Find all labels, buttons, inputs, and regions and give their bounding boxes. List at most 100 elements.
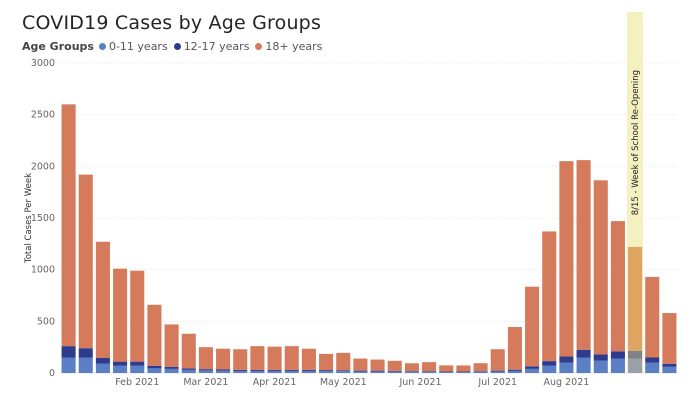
bar-18-plus[interactable] (542, 231, 557, 362)
bar-18-plus[interactable] (387, 360, 402, 371)
bar-0-11[interactable] (130, 365, 145, 373)
bar-12-17[interactable] (490, 370, 505, 372)
bar-0-11[interactable] (301, 370, 316, 373)
bar-12-17[interactable] (370, 370, 385, 372)
bar-0-11[interactable] (559, 362, 574, 373)
bar-12-17[interactable] (216, 369, 231, 371)
bar-12-17[interactable] (284, 369, 299, 371)
bar-12-17[interactable] (61, 346, 76, 358)
bar-0-11[interactable] (216, 370, 231, 373)
bar-12-17[interactable] (336, 370, 351, 372)
bar-18-plus[interactable] (559, 161, 574, 357)
bar-18-plus[interactable] (645, 276, 660, 358)
bar-0-11[interactable] (507, 370, 522, 373)
bar-12-17[interactable] (662, 363, 677, 367)
bar-0-11[interactable] (284, 370, 299, 373)
bar-12-17[interactable] (387, 370, 402, 372)
bar-12-17[interactable] (147, 365, 162, 369)
bar-12-17[interactable] (181, 368, 196, 370)
bar-0-11[interactable] (610, 358, 625, 373)
bar-0-11[interactable] (370, 371, 385, 373)
bar-18-plus[interactable] (250, 346, 265, 370)
bar-12-17[interactable] (267, 369, 282, 371)
bar-0-11[interactable] (95, 363, 110, 373)
bar-0-11[interactable] (147, 368, 162, 373)
bar-0-11[interactable] (387, 371, 402, 373)
bar-12-17[interactable] (507, 369, 522, 371)
bar-0-11[interactable] (198, 370, 213, 373)
bar-18-plus[interactable] (662, 313, 677, 364)
bar-0-11[interactable] (267, 370, 282, 373)
bar-0-11[interactable] (422, 371, 437, 373)
bar-12-17[interactable] (628, 350, 643, 359)
bar-0-11[interactable] (78, 357, 93, 374)
bar-12-17[interactable] (576, 349, 591, 358)
bar-18-plus[interactable] (284, 346, 299, 370)
bar-0-11[interactable] (113, 365, 128, 373)
bar-12-17[interactable] (473, 371, 488, 372)
legend-item-18-plus[interactable]: 18+ years (255, 40, 322, 53)
bar-12-17[interactable] (113, 361, 128, 366)
bar-0-11[interactable] (164, 368, 179, 373)
bar-0-11[interactable] (473, 371, 488, 373)
bar-18-plus[interactable] (113, 268, 128, 362)
bar-0-11[interactable] (542, 365, 557, 373)
bar-12-17[interactable] (78, 348, 93, 358)
legend-item-12-17[interactable]: 12-17 years (173, 40, 249, 53)
bar-18-plus[interactable] (336, 352, 351, 371)
bar-12-17[interactable] (198, 369, 213, 371)
bar-0-11[interactable] (181, 369, 196, 373)
bar-0-11[interactable] (576, 357, 591, 374)
bar-12-17[interactable] (593, 354, 608, 361)
bar-12-17[interactable] (542, 361, 557, 366)
bar-18-plus[interactable] (490, 349, 505, 371)
bar-0-11[interactable] (61, 357, 76, 374)
bar-18-plus[interactable] (198, 347, 213, 370)
bar-18-plus[interactable] (61, 104, 76, 347)
bar-12-17[interactable] (130, 361, 145, 366)
bar-0-11[interactable] (319, 371, 334, 373)
bar-0-11[interactable] (490, 371, 505, 373)
bar-18-plus[interactable] (130, 270, 145, 362)
bar-18-plus[interactable] (593, 180, 608, 355)
bar-18-plus[interactable] (507, 327, 522, 370)
bar-12-17[interactable] (301, 369, 316, 371)
bar-18-plus[interactable] (267, 346, 282, 370)
bar-12-17[interactable] (439, 371, 454, 372)
bar-18-plus[interactable] (147, 304, 162, 366)
bar-0-11[interactable] (336, 371, 351, 373)
bar-18-plus[interactable] (233, 349, 248, 370)
bar-18-plus[interactable] (216, 348, 231, 370)
bar-0-11[interactable] (525, 368, 540, 373)
bar-12-17[interactable] (559, 356, 574, 363)
bar-12-17[interactable] (525, 366, 540, 369)
bar-18-plus[interactable] (576, 160, 591, 350)
bar-18-plus[interactable] (319, 353, 334, 371)
bar-0-11[interactable] (662, 366, 677, 373)
bar-18-plus[interactable] (301, 348, 316, 370)
bar-12-17[interactable] (404, 371, 419, 372)
legend-item-0-11[interactable]: 0-11 years (98, 40, 168, 53)
bar-18-plus[interactable] (628, 246, 643, 351)
bar-12-17[interactable] (645, 357, 660, 363)
bar-12-17[interactable] (233, 369, 248, 371)
bar-18-plus[interactable] (422, 362, 437, 372)
bar-18-plus[interactable] (610, 221, 625, 352)
bar-18-plus[interactable] (353, 358, 368, 371)
bar-0-11[interactable] (250, 370, 265, 373)
bar-18-plus[interactable] (181, 333, 196, 369)
bar-12-17[interactable] (250, 369, 265, 371)
bar-0-11[interactable] (404, 371, 419, 373)
bar-12-17[interactable] (610, 351, 625, 359)
bar-18-plus[interactable] (473, 363, 488, 372)
bar-0-11[interactable] (456, 371, 471, 373)
bar-0-11[interactable] (353, 371, 368, 373)
bar-12-17[interactable] (456, 371, 471, 372)
bar-0-11[interactable] (233, 370, 248, 373)
bar-12-17[interactable] (422, 371, 437, 372)
bar-18-plus[interactable] (164, 324, 179, 367)
bar-12-17[interactable] (319, 370, 334, 372)
bar-18-plus[interactable] (370, 359, 385, 371)
bar-18-plus[interactable] (525, 286, 540, 367)
bar-12-17[interactable] (95, 358, 110, 364)
